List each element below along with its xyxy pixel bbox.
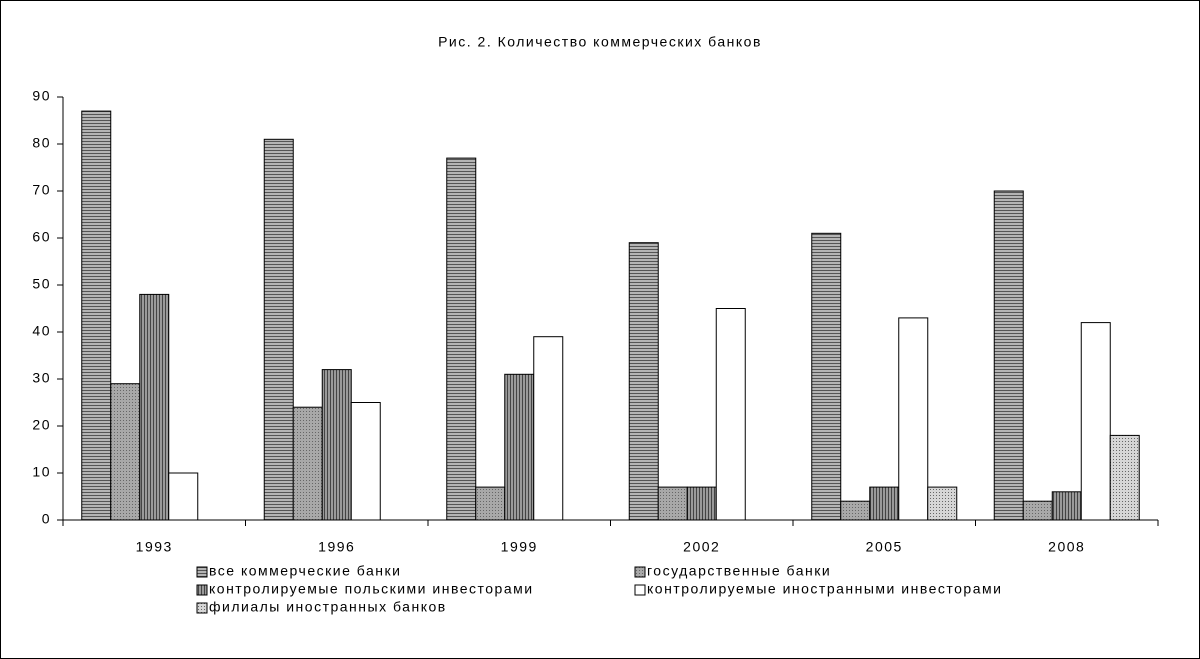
x-tick-label: 2005 — [866, 539, 903, 555]
bar — [1051, 491, 1082, 521]
bar — [811, 232, 842, 521]
bar — [657, 486, 688, 521]
bar — [1109, 434, 1140, 521]
bar — [993, 190, 1024, 521]
bar — [350, 402, 381, 521]
bar — [686, 486, 717, 521]
y-tick-label: 70 — [32, 182, 51, 198]
legend-swatch — [196, 602, 208, 614]
bar — [927, 486, 958, 521]
y-tick-label: 0 — [42, 511, 51, 527]
y-tick-label: 40 — [32, 323, 51, 339]
y-tick-label: 10 — [32, 464, 51, 480]
bar — [715, 308, 746, 521]
x-tick-label: 1996 — [318, 539, 355, 555]
x-tick-label: 1993 — [136, 539, 173, 555]
bar — [321, 369, 352, 521]
chart-title: Рис. 2. Количество коммерческих банков — [438, 34, 762, 50]
legend-swatch — [196, 584, 208, 596]
x-tick-label: 1999 — [501, 539, 538, 555]
legend-label: контролируемые иностранными инвесторами — [647, 581, 1002, 597]
x-tick-label: 2002 — [683, 539, 720, 555]
bar — [1080, 322, 1111, 521]
bar — [504, 373, 535, 521]
legend-swatch — [634, 566, 646, 578]
legend-label: контролируемые польскими инвесторами — [209, 581, 534, 597]
bar — [840, 500, 871, 521]
bar — [628, 242, 659, 521]
legend-label: филиалы иностранных банков — [209, 599, 447, 615]
bar — [869, 486, 900, 521]
y-tick-label: 30 — [32, 370, 51, 386]
bar — [168, 472, 199, 521]
bar — [110, 383, 141, 521]
bar — [533, 336, 564, 521]
bar — [1022, 500, 1053, 521]
y-tick-label: 20 — [32, 417, 51, 433]
legend-swatch — [196, 566, 208, 578]
y-tick-label: 90 — [32, 88, 51, 104]
bar — [292, 406, 323, 521]
bar — [446, 157, 477, 521]
bar — [139, 293, 170, 521]
bar — [475, 486, 506, 521]
x-tick-label: 2008 — [1048, 539, 1085, 555]
bar — [898, 317, 929, 521]
legend-swatch — [634, 584, 646, 596]
y-tick-label: 80 — [32, 135, 51, 151]
bar — [81, 110, 112, 521]
legend-label: государственные банки — [647, 563, 831, 579]
y-tick-label: 60 — [32, 229, 51, 245]
y-tick-label: 50 — [32, 276, 51, 292]
bar — [263, 138, 294, 521]
legend-label: все коммерческие банки — [209, 563, 401, 579]
